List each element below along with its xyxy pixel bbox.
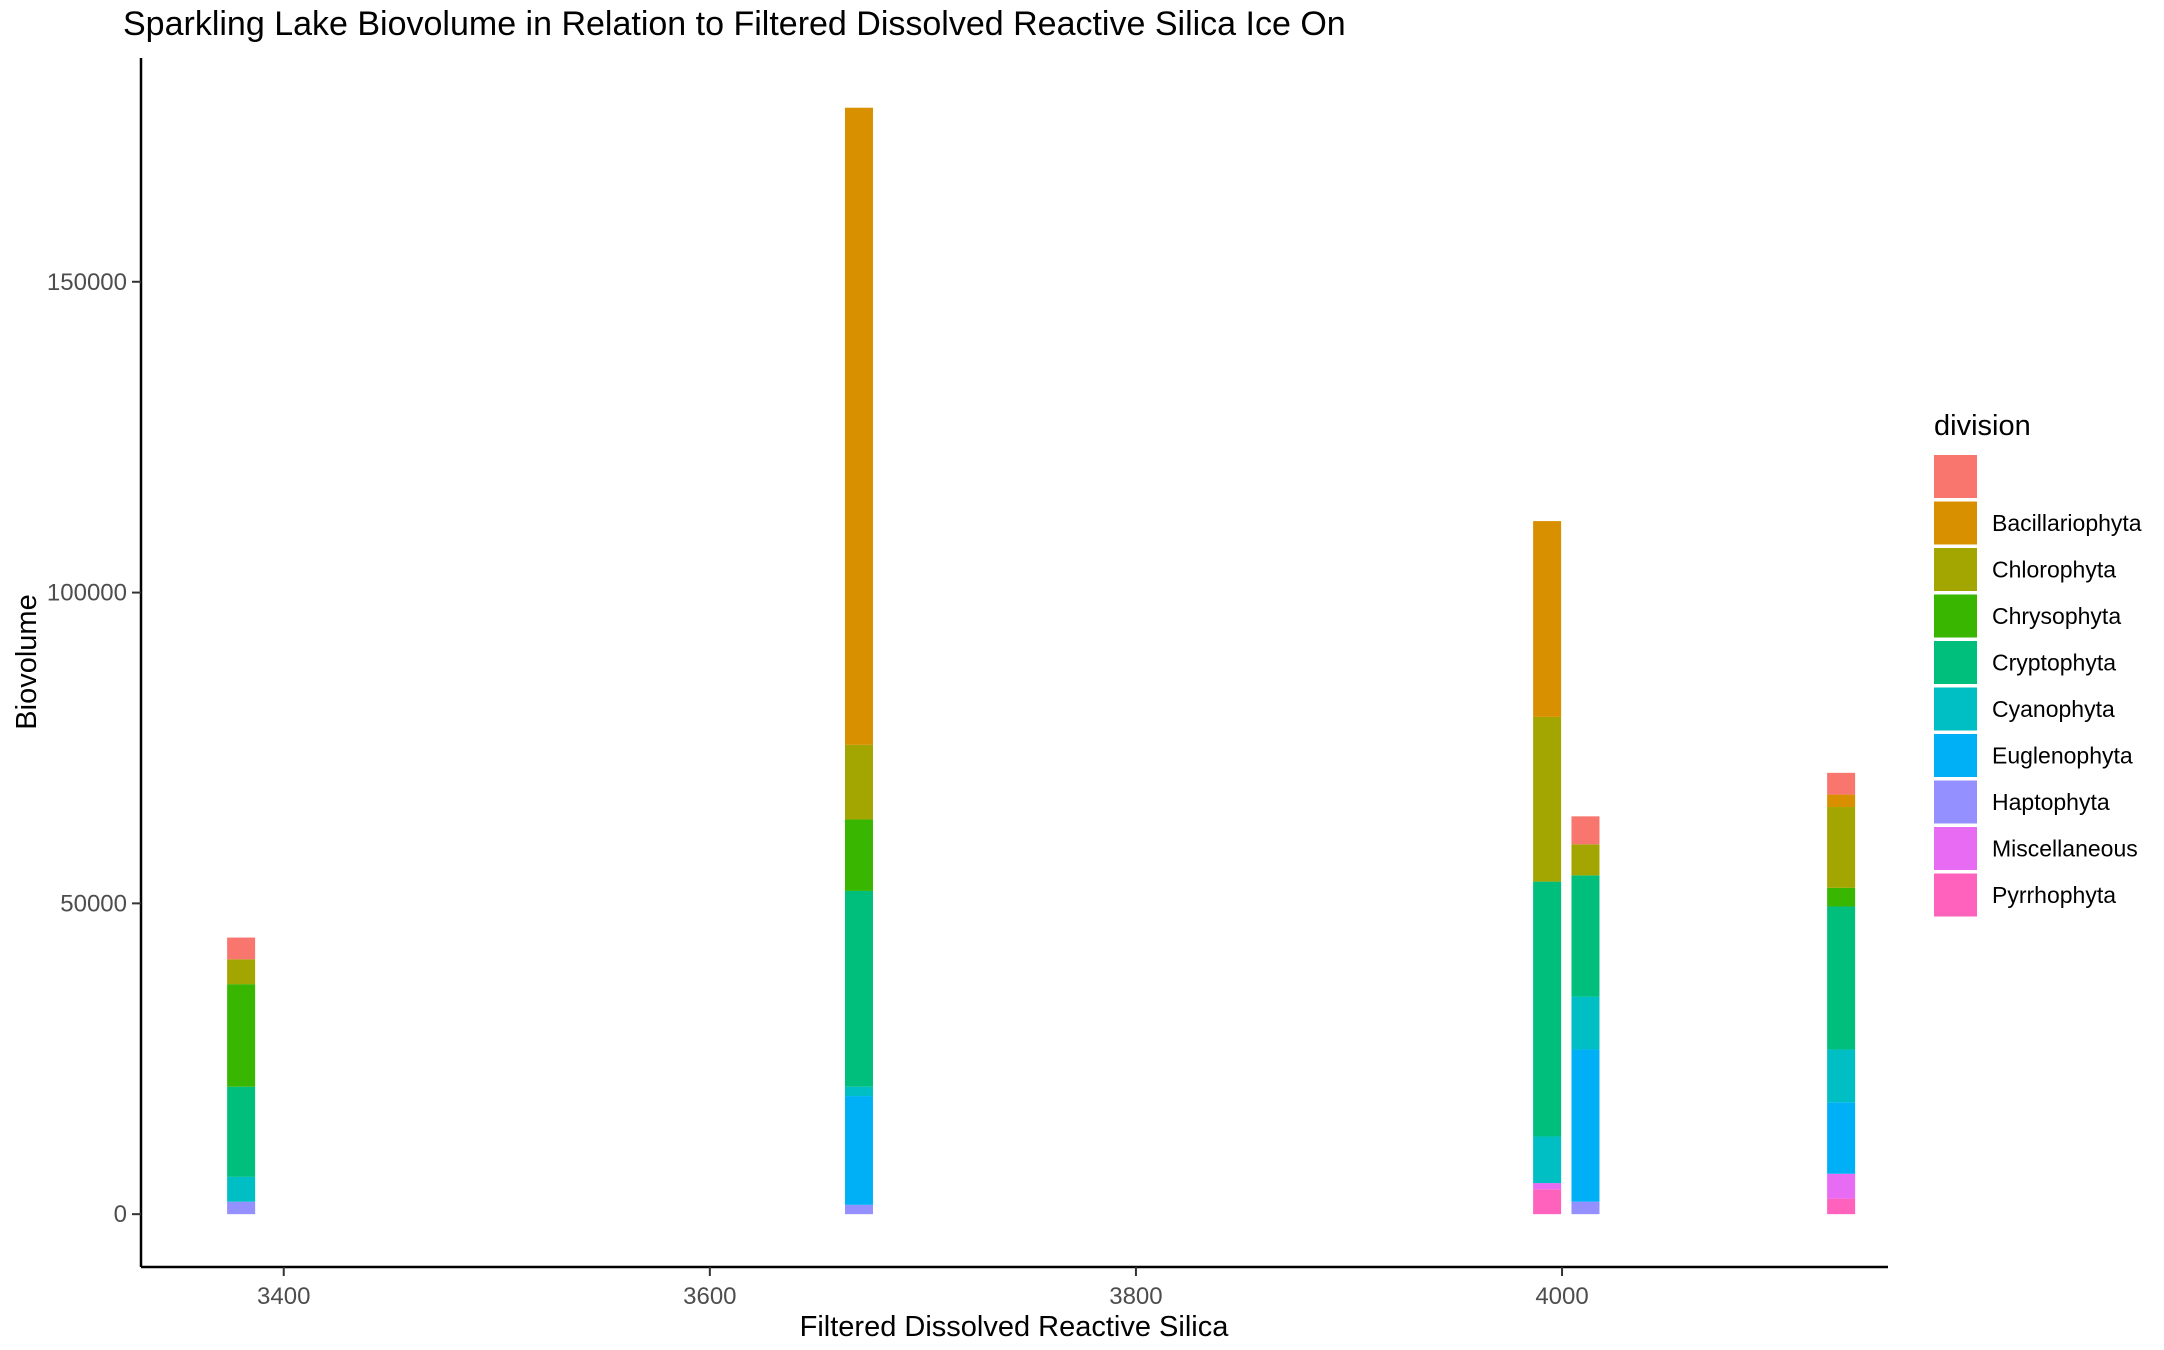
legend-key-chrysophyta — [1934, 594, 1977, 638]
y-axis-title: Biovolume — [11, 594, 43, 729]
legend-label-euglenophyta: Euglenophyta — [1992, 743, 2133, 769]
plot-panel: 3400 3600 3800 4000 0 50000 100000 150000 — [47, 58, 1888, 1310]
legend-label-cyanophyta: Cyanophyta — [1992, 696, 2115, 722]
legend-key-haptophyta — [1934, 780, 1977, 824]
legend-key-cyanophyta — [1934, 687, 1977, 731]
bar-segment-chrysophyta — [227, 984, 256, 1087]
legend-key-chlorophyta — [1934, 548, 1977, 591]
bar-segment-chlorophyta — [1571, 844, 1600, 876]
bar-segment-cryptophyta — [227, 1086, 256, 1177]
bar-segment-cyanophyta — [1571, 996, 1600, 1050]
legend-label-haptophyta: Haptophyta — [1992, 789, 2110, 815]
bars-layer — [227, 107, 1856, 1215]
y-tick-label: 50000 — [60, 890, 127, 917]
legend: division Bacillariophyta Chlorophyta Chrys… — [1934, 410, 2142, 917]
bar-segment-cyanophyta — [844, 1086, 873, 1097]
bar-segment-pyrrhophyta — [1533, 1189, 1562, 1215]
x-tick-label: 3600 — [683, 1283, 736, 1310]
x-tick-label: 4000 — [1535, 1283, 1588, 1310]
x-axis-title: Filtered Dissolved Reactive Silica — [800, 1311, 1230, 1343]
bar-segment-euglenophyta — [1571, 1049, 1600, 1202]
bar-stack — [227, 937, 256, 1215]
bar-segment-euglenophyta — [844, 1096, 873, 1205]
y-tick-label: 100000 — [47, 580, 127, 607]
legend-key-miscellaneous — [1934, 827, 1977, 870]
bar-segment-chrysophyta — [1827, 887, 1856, 907]
legend-label-chlorophyta: Chlorophyta — [1992, 557, 2116, 583]
legend-key-cryptophyta — [1934, 641, 1977, 684]
bar-segment-chlorophyta — [227, 959, 256, 985]
x-tick-label: 3400 — [257, 1283, 310, 1310]
bar-stack — [1571, 816, 1600, 1215]
bar-segment-chlorophyta — [844, 744, 873, 820]
chart-title: Sparkling Lake Biovolume in Relation to … — [123, 5, 1346, 43]
bar-segment-miscellaneous — [1827, 1173, 1856, 1199]
bar-segment-haptophyta — [227, 1201, 256, 1215]
bar-segment-chrysophyta — [844, 819, 873, 891]
legend-key-unlabeled — [1934, 455, 1977, 498]
legend-label-chrysophyta: Chrysophyta — [1992, 603, 2121, 629]
bar-segment-bacillariophyta — [1533, 521, 1562, 717]
bar-segment-haptophyta — [1571, 1201, 1600, 1215]
bar-segment-cyanophyta — [1533, 1136, 1562, 1184]
bar-segment-cryptophyta — [1827, 906, 1856, 1050]
legend-label-miscellaneous: Miscellaneous — [1992, 836, 2138, 862]
x-tick-label: 3800 — [1109, 1283, 1162, 1310]
bar-segment-cyanophyta — [227, 1176, 256, 1202]
y-tick-label: 0 — [114, 1201, 127, 1228]
bar-segment-unlabeled — [227, 937, 256, 960]
bar-stack — [844, 107, 873, 1215]
bar-stack — [1827, 772, 1856, 1215]
bar-segment-bacillariophyta — [1827, 794, 1856, 808]
bar-segment-cryptophyta — [844, 890, 873, 1087]
bar-segment-pyrrhophyta — [1827, 1198, 1856, 1215]
bar-segment-euglenophyta — [1827, 1102, 1856, 1174]
bar-segment-miscellaneous — [1533, 1183, 1562, 1190]
legend-key-pyrrhophyta — [1934, 873, 1977, 917]
x-ticks: 3400 3600 3800 4000 — [257, 1267, 1589, 1310]
bar-segment-unlabeled — [1571, 816, 1600, 845]
bar-segment-cyanophyta — [1827, 1049, 1856, 1103]
legend-label-cryptophyta: Cryptophyta — [1992, 650, 2116, 676]
legend-key-euglenophyta — [1934, 734, 1977, 777]
bar-stack — [1533, 521, 1562, 1215]
bar-segment-bacillariophyta — [844, 107, 873, 745]
bar-segment-haptophyta — [844, 1204, 873, 1215]
bar-segment-unlabeled — [1827, 772, 1856, 795]
y-tick-label: 150000 — [47, 269, 127, 296]
bar-segment-cryptophyta — [1571, 875, 1600, 997]
bar-segment-chlorophyta — [1827, 807, 1856, 888]
bar-segment-cryptophyta — [1533, 881, 1562, 1137]
legend-label-pyrrhophyta: Pyrrhophyta — [1992, 882, 2116, 908]
legend-label-bacillariophyta: Bacillariophyta — [1992, 510, 2142, 536]
legend-title: division — [1934, 410, 2031, 442]
legend-key-bacillariophyta — [1934, 501, 1977, 545]
legend-entries: Bacillariophyta Chlorophyta Chrysophyta Cry… — [1934, 455, 2142, 917]
bar-segment-chlorophyta — [1533, 716, 1562, 882]
y-ticks: 0 50000 100000 150000 — [47, 269, 141, 1228]
